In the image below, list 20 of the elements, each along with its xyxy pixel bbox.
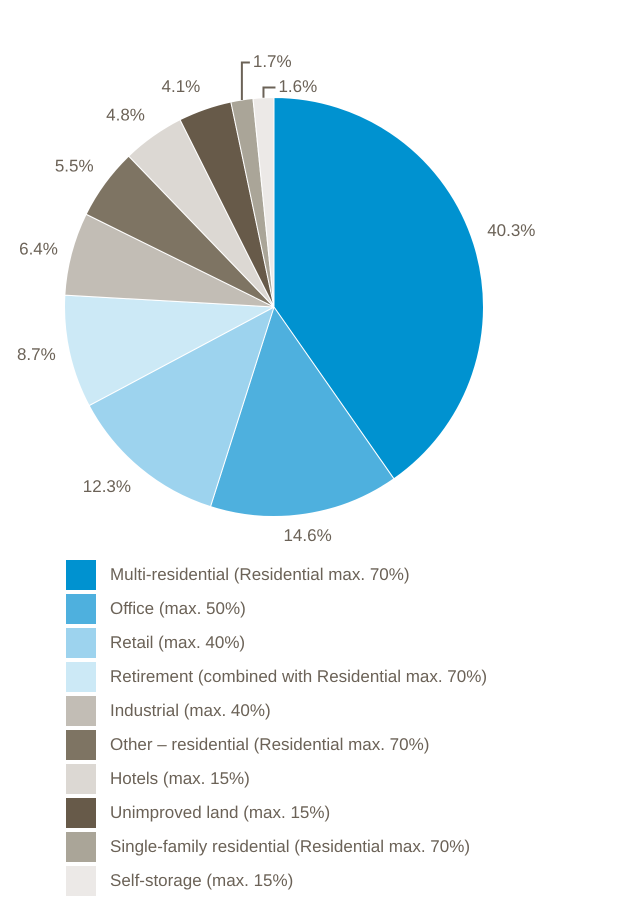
data-label: 14.6% — [283, 526, 332, 546]
legend-label: Retirement (combined with Residential max. 70%) — [110, 667, 487, 687]
data-label: 1.7% — [252, 52, 292, 72]
legend-label: Industrial (max. 40%) — [110, 701, 271, 721]
legend-label: Retail (max. 40%) — [110, 633, 246, 653]
data-label: 1.6% — [278, 77, 318, 96]
legend-label: Multi-residential (Residential max. 70%) — [110, 565, 410, 585]
data-label: 12.3% — [82, 476, 131, 496]
legend-label: Self-storage (max. 15%) — [110, 871, 294, 891]
data-label: 4.1% — [162, 77, 200, 96]
legend-label: Single-family residential (Residential max. 70%) — [110, 837, 470, 857]
legend-label: Office (max. 50%) — [110, 599, 246, 619]
legend-label: Unimproved land (max. 15%) — [110, 803, 330, 823]
legend-label: Hotels (max. 15%) — [110, 769, 250, 789]
data-label: 6.4% — [19, 240, 58, 259]
data-label: 5.5% — [54, 156, 94, 176]
data-label: 40.3% — [487, 221, 536, 240]
legend-label: Other – residential (Residential max. 70%) — [110, 735, 430, 755]
data-label: 8.7% — [16, 344, 56, 364]
data-label: 4.8% — [106, 106, 145, 125]
